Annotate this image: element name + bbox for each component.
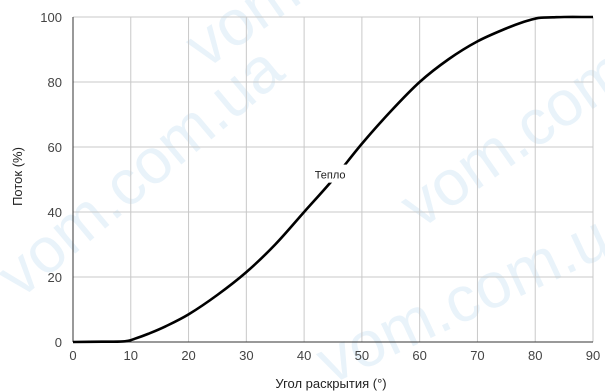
annotation-background xyxy=(305,164,356,183)
y-tick-label: 20 xyxy=(48,270,62,285)
series-layer xyxy=(72,15,593,344)
y-tick-label: 80 xyxy=(48,75,62,90)
y-tick-label: 0 xyxy=(55,335,62,350)
x-tick-label: 20 xyxy=(181,348,195,363)
y-axis-label: Поток (%) xyxy=(10,147,25,206)
x-tick-label: 80 xyxy=(528,348,542,363)
x-tick-label: 10 xyxy=(124,348,138,363)
x-tick-label: 50 xyxy=(355,348,369,363)
x-tick-label: 60 xyxy=(412,348,426,363)
x-tick-label: 70 xyxy=(470,348,484,363)
x-axis-label: Угол раскрытия (°) xyxy=(275,376,386,391)
grid xyxy=(73,16,594,342)
y-tick-labels: 0 20 40 60 80 100 xyxy=(40,10,62,350)
y-tick-label: 40 xyxy=(48,205,62,220)
series-annotation-label: Тепло xyxy=(315,170,346,182)
x-tick-label: 90 xyxy=(586,348,600,363)
x-tick-label: 0 xyxy=(69,348,76,363)
axes xyxy=(72,17,593,343)
y-tick-label: 60 xyxy=(48,140,62,155)
y-tick-label: 100 xyxy=(40,10,62,25)
x-tick-label: 30 xyxy=(239,348,253,363)
x-tick-labels: 0 10 20 30 40 50 60 70 80 90 xyxy=(69,348,600,363)
annotations: Тепло xyxy=(305,164,356,183)
x-tick-label: 40 xyxy=(297,348,311,363)
series-line xyxy=(72,15,593,344)
